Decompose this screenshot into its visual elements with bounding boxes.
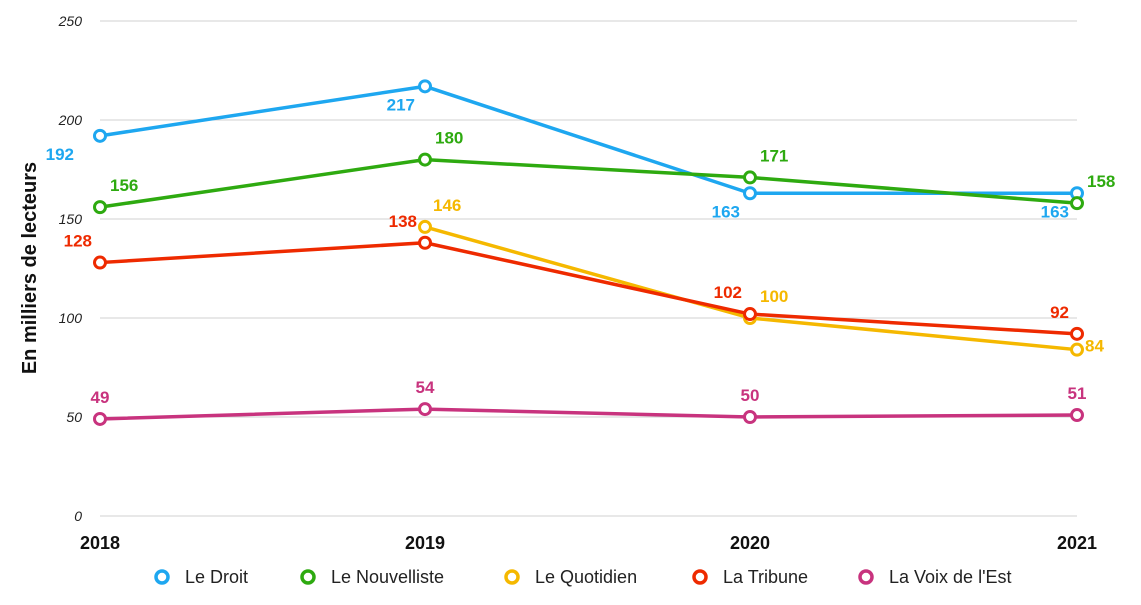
- point-la-voix-de-l-est: [93, 411, 107, 426]
- data-label-le-quotidien: 84: [1085, 337, 1104, 356]
- legend-label: La Voix de l'Est: [889, 567, 1012, 587]
- x-tick-label: 2018: [80, 533, 120, 553]
- series-points: [93, 79, 1084, 426]
- point-le-droit: [418, 79, 432, 94]
- legend: Le Droit Le Nouvelliste Le Quotidien La Tri…: [154, 567, 1012, 587]
- point-la-tribune: [1070, 326, 1084, 341]
- legend-item-le-quotidien[interactable]: Le Quotidien: [504, 567, 637, 587]
- y-tick-label: 0: [74, 508, 82, 524]
- series-lines: [99, 84, 1078, 421]
- data-label-le-nouvelliste: 180: [435, 129, 463, 148]
- data-label-le-nouvelliste: 158: [1087, 172, 1115, 191]
- point-le-nouvelliste: [1070, 196, 1084, 211]
- point-la-voix-de-l-est: [418, 402, 432, 417]
- legend-marker-icon: [300, 569, 316, 585]
- data-label-la-voix-de-l-est: 49: [91, 388, 110, 407]
- legend-marker-icon: [858, 569, 874, 585]
- legend-label: Le Quotidien: [535, 567, 637, 587]
- point-le-nouvelliste: [418, 152, 432, 167]
- legend-label: La Tribune: [723, 567, 808, 587]
- x-axis-ticks: 2018 2019 2020 2021: [80, 533, 1097, 553]
- grid-lines: [100, 20, 1077, 517]
- line-la-tribune: [99, 241, 1078, 336]
- y-axis-label: En milliers de lecteurs: [19, 162, 41, 374]
- data-label-la-tribune: 128: [64, 232, 92, 251]
- line-le-droit: [99, 84, 1077, 196]
- data-label-la-tribune: 92: [1050, 303, 1069, 322]
- data-label-la-voix-de-l-est: 51: [1068, 384, 1087, 403]
- y-tick-label: 250: [58, 13, 83, 29]
- legend-marker-icon: [154, 569, 170, 585]
- data-label-la-tribune: 102: [714, 283, 742, 302]
- data-label-le-quotidien: 100: [760, 287, 788, 306]
- point-la-tribune: [93, 255, 107, 270]
- data-labels: 192 217 163 163 156 180 171 158 146 100 84 128 138 10…: [46, 95, 1116, 407]
- data-label-le-droit: 163: [1041, 202, 1069, 221]
- legend-item-la-voix-de-l-est[interactable]: La Voix de l'Est: [858, 567, 1012, 587]
- legend-label: Le Droit: [185, 567, 248, 587]
- data-label-le-quotidien: 146: [433, 196, 461, 215]
- y-tick-label: 150: [59, 211, 83, 227]
- point-le-nouvelliste: [93, 200, 107, 215]
- y-tick-label: 200: [58, 112, 83, 128]
- point-la-tribune: [743, 307, 757, 322]
- point-le-quotidien: [418, 219, 432, 234]
- data-label-le-nouvelliste: 156: [110, 176, 138, 195]
- point-le-quotidien: [1070, 342, 1084, 357]
- y-tick-label: 100: [59, 310, 83, 326]
- data-label-la-voix-de-l-est: 54: [416, 378, 435, 397]
- legend-marker-icon: [692, 569, 708, 585]
- data-label-le-droit: 217: [387, 95, 415, 114]
- point-la-tribune: [418, 235, 432, 250]
- point-le-droit: [743, 186, 757, 201]
- legend-item-le-nouvelliste[interactable]: Le Nouvelliste: [300, 567, 444, 587]
- point-la-voix-de-l-est: [1070, 408, 1084, 423]
- legend-marker-icon: [504, 569, 520, 585]
- point-le-droit: [93, 128, 107, 143]
- line-le-nouvelliste: [99, 157, 1078, 209]
- x-tick-label: 2021: [1057, 533, 1097, 553]
- y-axis-ticks: 0 50 100 150 200 250: [58, 13, 83, 524]
- data-label-la-voix-de-l-est: 50: [741, 386, 760, 405]
- data-label-le-droit: 163: [712, 202, 740, 221]
- data-label-le-droit: 192: [46, 145, 74, 164]
- line-le-quotidien: [424, 225, 1078, 352]
- legend-label: Le Nouvelliste: [331, 567, 444, 587]
- point-la-voix-de-l-est: [743, 410, 757, 424]
- point-le-nouvelliste: [743, 170, 757, 185]
- data-label-la-tribune: 138: [389, 212, 417, 231]
- line-la-voix-de-l-est: [99, 407, 1078, 421]
- x-tick-label: 2020: [730, 533, 770, 553]
- legend-item-la-tribune[interactable]: La Tribune: [692, 567, 808, 587]
- y-tick-label: 50: [66, 409, 82, 425]
- data-label-le-nouvelliste: 171: [760, 146, 788, 165]
- x-tick-label: 2019: [405, 533, 445, 553]
- legend-item-le-droit[interactable]: Le Droit: [154, 567, 248, 587]
